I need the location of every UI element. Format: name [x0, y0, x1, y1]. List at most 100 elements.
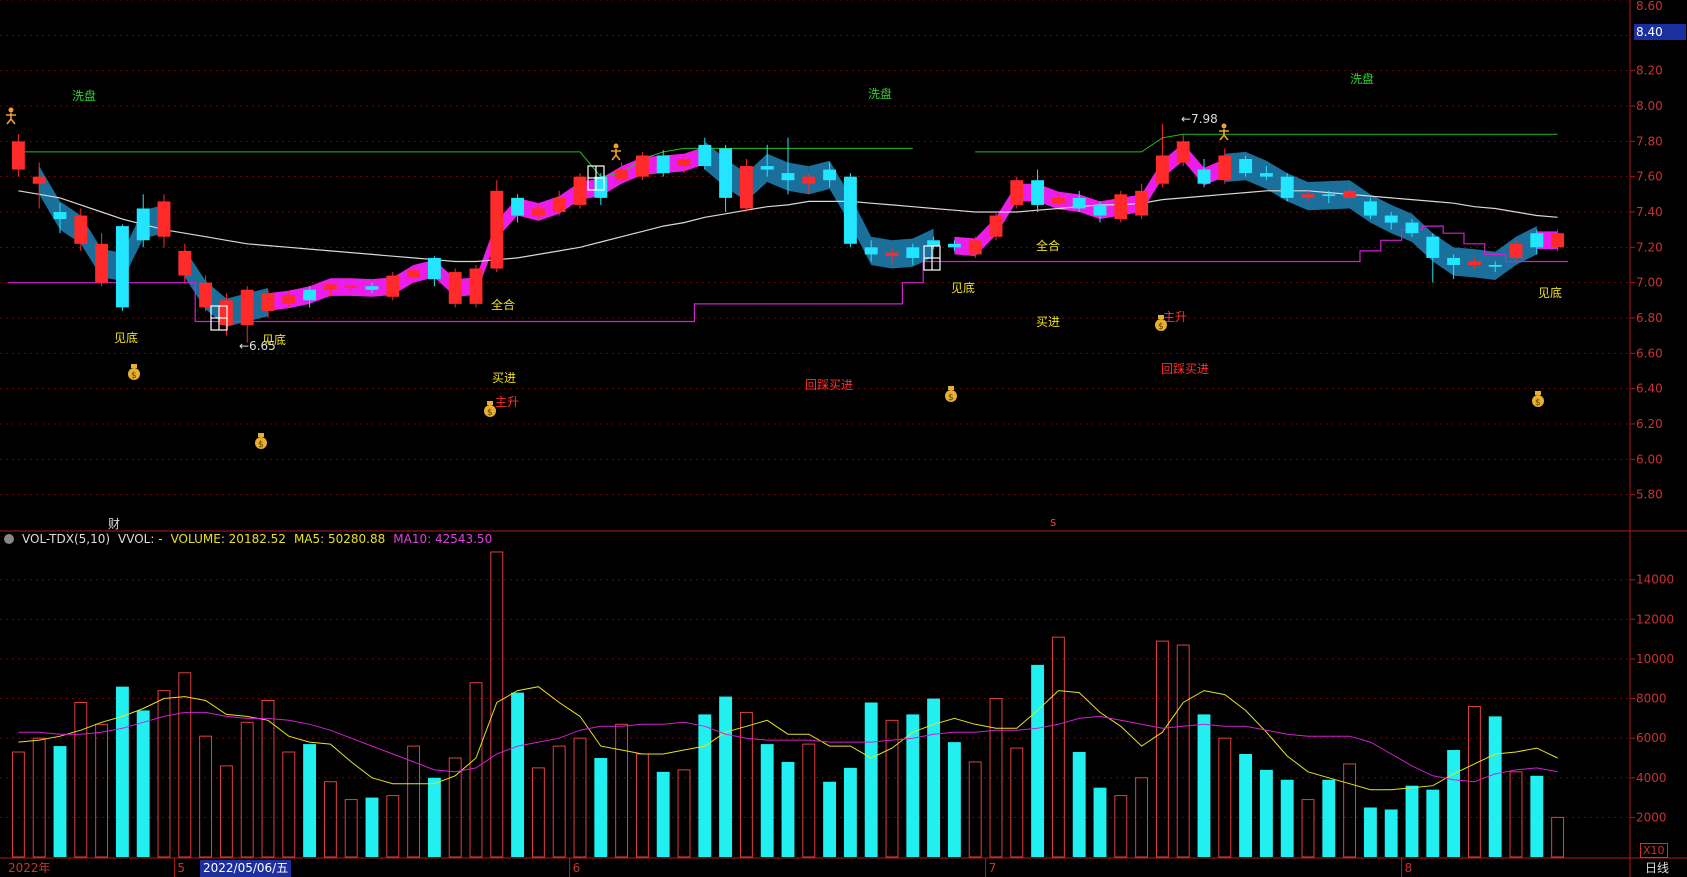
candle-body	[719, 148, 733, 198]
volume-bar-down	[1259, 769, 1273, 857]
volume-bars[interactable]	[11, 551, 1565, 858]
candle-body	[1218, 155, 1232, 181]
price-tick-label: 7.00	[1636, 276, 1663, 290]
volume-bar-down	[760, 744, 774, 857]
label-jiandi: 见底	[951, 280, 975, 295]
label-quanhe: 全合	[491, 297, 515, 312]
svg-text:$: $	[1158, 322, 1164, 332]
volume-bar-up	[178, 672, 192, 858]
candle-body	[1010, 180, 1024, 205]
volume-bar-down	[1384, 809, 1398, 857]
candle-body	[365, 286, 379, 290]
volume-bar-down	[698, 714, 712, 857]
candle-body	[1197, 169, 1211, 184]
volume-bar-up	[32, 737, 46, 858]
volume-bar-up	[802, 743, 816, 858]
candle-body	[927, 240, 941, 246]
volume-bar-up	[531, 767, 545, 858]
label-high-price: ←7.98	[1181, 112, 1218, 126]
cross-box-icon	[923, 245, 941, 271]
label-quanhe: 全合	[1036, 238, 1060, 253]
volume-tick-label: 6000	[1636, 731, 1667, 745]
period-label[interactable]: 日线	[1645, 861, 1670, 875]
label-huicai-maijin: 回踩买进	[1161, 362, 1209, 376]
volume-bar-up	[1010, 747, 1024, 858]
volume-tick-label: 14000	[1636, 573, 1674, 587]
volume-tick-label: 10000	[1636, 652, 1674, 666]
price-tick-label: 6.60	[1636, 346, 1663, 360]
label-xipan: 洗盘	[1350, 71, 1374, 86]
candle-body	[323, 284, 337, 290]
candle-body	[635, 155, 649, 177]
candle-body	[573, 176, 587, 205]
indicator-name[interactable]: VOL-TDX(5,10)	[22, 532, 111, 546]
candle-body	[282, 295, 296, 304]
candle-body	[448, 272, 462, 304]
volume-bar-down	[1363, 807, 1377, 857]
volume-bar-down	[656, 771, 670, 857]
volume-bar-up	[1051, 636, 1065, 858]
volume-bar-up	[1114, 795, 1128, 858]
volume-bar-up	[885, 719, 899, 858]
volume-bar-up	[615, 723, 629, 858]
candle-body	[74, 215, 88, 244]
finance-marker[interactable]: 财	[108, 517, 121, 531]
candle-body	[1301, 194, 1315, 198]
candle-body	[1155, 155, 1169, 184]
candle-body	[1551, 233, 1565, 248]
indicator-toggle-icon[interactable]	[4, 534, 14, 544]
candle-body	[823, 169, 837, 181]
volume-bar-up	[1467, 705, 1481, 858]
label-zhusheng: 主升	[495, 395, 519, 409]
volume-bar-down	[1093, 787, 1107, 857]
candle-body	[1384, 215, 1398, 223]
volume-bar-up	[448, 757, 462, 858]
volume-bar-up	[219, 765, 233, 858]
volume-bar-up	[573, 737, 587, 858]
candle-body	[989, 215, 1003, 237]
label-low-price: ←6.65	[239, 339, 276, 353]
volume-bar-down	[365, 797, 379, 857]
candle-body	[219, 300, 233, 326]
candle-body	[906, 247, 920, 258]
candle-body	[1259, 173, 1273, 177]
axes: 8.60 8.20 8.00 7.80 7.60 7.40 7.20 7.00 6.80 6.60…	[8, 0, 1674, 877]
svg-text:$: $	[1535, 398, 1541, 408]
volume-bar-down	[1280, 779, 1294, 857]
runner-icon	[1219, 123, 1229, 141]
volume-bar-down	[906, 714, 920, 857]
volume-bar-up	[552, 745, 566, 858]
volume-bar-down	[1426, 789, 1440, 857]
label-jiandi: 见底	[262, 332, 286, 347]
volume-bar-up	[323, 781, 337, 858]
candle-body	[427, 257, 441, 280]
label-xipan: 洗盘	[72, 88, 96, 103]
candle-body	[1051, 197, 1065, 204]
volume-bar-down	[947, 742, 961, 857]
label-xipan: 洗盘	[868, 86, 892, 101]
volume-bar-down	[823, 781, 837, 857]
candle-body	[739, 166, 753, 209]
volume-bar-down	[864, 702, 878, 857]
candle-body	[1488, 265, 1502, 267]
label-jiandi: 见底	[1538, 285, 1562, 300]
candle-body	[490, 190, 504, 269]
candle-body	[53, 212, 67, 220]
price-tick-label: 6.40	[1636, 382, 1663, 396]
candle-body	[1447, 257, 1461, 265]
volume-bar-up	[407, 745, 421, 858]
volume-bar-up	[677, 769, 691, 858]
runner-icon	[611, 143, 621, 161]
candlesticks[interactable]	[11, 123, 1565, 343]
candle-body	[1093, 204, 1107, 216]
volume-bar-up	[469, 682, 483, 858]
candle-body	[11, 141, 25, 170]
cursor-date-tag: 2022/05/06/五	[200, 860, 292, 877]
candle-body	[864, 247, 878, 255]
volume-bar-up	[1176, 644, 1190, 858]
candle-body	[802, 176, 816, 184]
volume-bar-up	[344, 799, 358, 858]
s-marker[interactable]: s	[1050, 515, 1057, 529]
